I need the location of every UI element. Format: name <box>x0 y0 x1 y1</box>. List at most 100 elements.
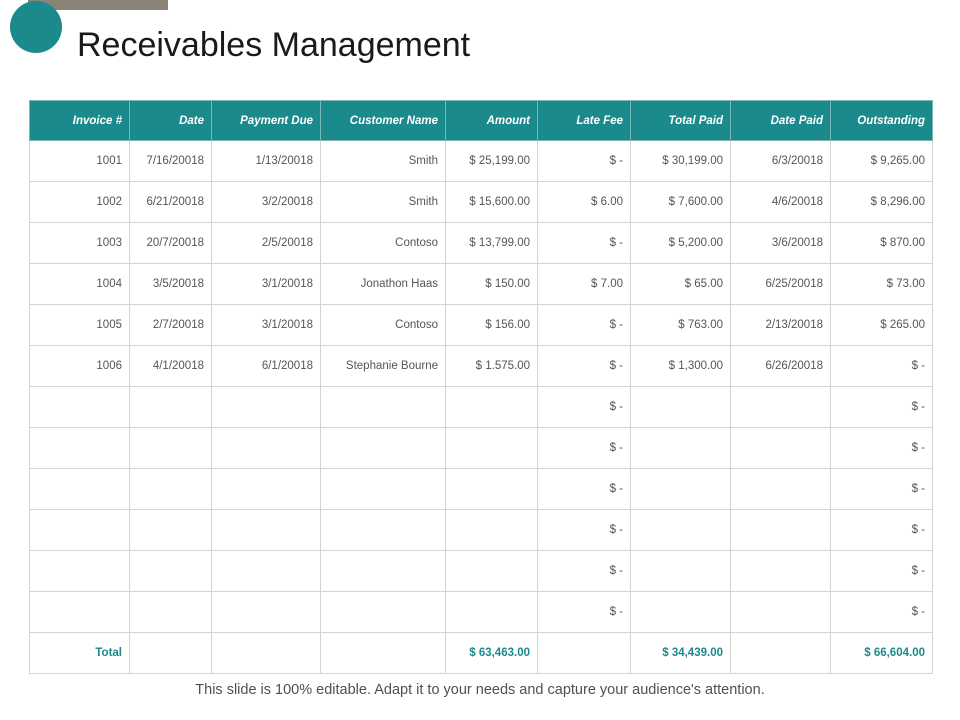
table-cell: $ - <box>537 509 631 551</box>
table-cell <box>129 550 212 592</box>
table-cell <box>320 509 446 551</box>
column-header: Date <box>129 100 212 141</box>
table-cell: 1002 <box>29 181 130 223</box>
table-cell: Smith <box>320 181 446 223</box>
column-header: Amount <box>445 100 538 141</box>
table-cell <box>445 386 538 428</box>
table-cell <box>129 386 212 428</box>
table-cell <box>320 591 446 633</box>
table-cell <box>29 427 130 469</box>
table-cell: $ - <box>537 550 631 592</box>
table-cell: $ - <box>537 427 631 469</box>
table-cell: 1/13/20018 <box>211 140 321 182</box>
table-row: $ - $ - <box>29 386 933 428</box>
table-cell: $ 7,600.00 <box>630 181 731 223</box>
column-header: Payment Due <box>211 100 321 141</box>
table-cell: 3/6/20018 <box>730 222 831 264</box>
table-row: 1005 2/7/20018 3/1/20018 Contoso $ 156.00 $ -… <box>29 304 933 346</box>
table-cell: 20/7/20018 <box>129 222 212 264</box>
table-cell: 1006 <box>29 345 130 387</box>
table-row: $ - $ - <box>29 591 933 633</box>
table-cell <box>211 386 321 428</box>
table-cell: $ 150.00 <box>445 263 538 305</box>
table-cell <box>211 509 321 551</box>
table-cell: $ 30,199.00 <box>630 140 731 182</box>
total-cell: $ 34,439.00 <box>630 632 731 674</box>
table-cell: 3/5/20018 <box>129 263 212 305</box>
table-row: $ - $ - <box>29 427 933 469</box>
table-cell <box>730 468 831 510</box>
table-row: 1006 4/1/20018 6/1/20018 Stephanie Bourne $ … <box>29 345 933 387</box>
table-cell <box>129 509 212 551</box>
table-cell <box>730 386 831 428</box>
table-row: 1002 6/21/20018 3/2/20018 Smith $ 15,600.00 $… <box>29 181 933 223</box>
table-cell: 6/25/20018 <box>730 263 831 305</box>
table-cell <box>129 427 212 469</box>
accent-circle <box>10 1 62 53</box>
total-cell: $ 63,463.00 <box>445 632 538 674</box>
table-cell: $ 73.00 <box>830 263 933 305</box>
table-cell: $ - <box>830 509 933 551</box>
table-cell <box>730 509 831 551</box>
table-cell <box>211 427 321 469</box>
table-cell <box>320 468 446 510</box>
table-cell <box>129 468 212 510</box>
table-cell <box>320 427 446 469</box>
table-cell: $ - <box>537 345 631 387</box>
table-cell <box>129 591 212 633</box>
total-cell <box>320 632 446 674</box>
table-cell: 3/2/20018 <box>211 181 321 223</box>
table-cell: $ - <box>537 591 631 633</box>
table-cell: $ 1,300.00 <box>630 345 731 387</box>
table-cell <box>29 468 130 510</box>
table-cell: $ 13,799.00 <box>445 222 538 264</box>
table-cell <box>29 386 130 428</box>
table-cell <box>630 509 731 551</box>
total-cell <box>129 632 212 674</box>
table-cell: $ - <box>830 427 933 469</box>
table-cell: 2/13/20018 <box>730 304 831 346</box>
table-cell <box>730 591 831 633</box>
total-cell <box>537 632 631 674</box>
table-cell <box>29 591 130 633</box>
footer-note: This slide is 100% editable. Adapt it to… <box>195 682 765 698</box>
table-cell <box>730 427 831 469</box>
table-cell: 6/3/20018 <box>730 140 831 182</box>
table-cell: $ - <box>537 140 631 182</box>
table-cell: Contoso <box>320 304 446 346</box>
table-cell: 3/1/20018 <box>211 263 321 305</box>
table-cell <box>445 427 538 469</box>
table-row: $ - $ - <box>29 509 933 551</box>
table-cell <box>630 550 731 592</box>
table-cell <box>630 386 731 428</box>
table-cell: Smith <box>320 140 446 182</box>
column-header: Late Fee <box>537 100 631 141</box>
table-cell: $ - <box>830 345 933 387</box>
table-row: 1001 7/16/20018 1/13/20018 Smith $ 25,199.00… <box>29 140 933 182</box>
table-cell: $ 5,200.00 <box>630 222 731 264</box>
table-cell: $ - <box>830 468 933 510</box>
table-cell: $ 1.575.00 <box>445 345 538 387</box>
table-cell <box>445 550 538 592</box>
table-cell: 4/6/20018 <box>730 181 831 223</box>
table-row: $ - $ - <box>29 468 933 510</box>
table-cell: $ 65.00 <box>630 263 731 305</box>
column-header: Date Paid <box>730 100 831 141</box>
table-cell: $ - <box>537 386 631 428</box>
table-cell: $ - <box>830 386 933 428</box>
column-header: Outstanding <box>830 100 933 141</box>
table-cell: 1001 <box>29 140 130 182</box>
table-cell: $ 8,296.00 <box>830 181 933 223</box>
table-cell <box>320 386 446 428</box>
table-cell: 2/5/20018 <box>211 222 321 264</box>
table-cell <box>29 509 130 551</box>
table-cell: $ - <box>830 591 933 633</box>
top-accent-bar <box>28 0 168 10</box>
table-cell: 2/7/20018 <box>129 304 212 346</box>
table-cell <box>630 427 731 469</box>
table-cell <box>445 468 538 510</box>
table-cell <box>445 509 538 551</box>
table-cell: 3/1/20018 <box>211 304 321 346</box>
table-cell <box>320 550 446 592</box>
table-cell: 7/16/20018 <box>129 140 212 182</box>
